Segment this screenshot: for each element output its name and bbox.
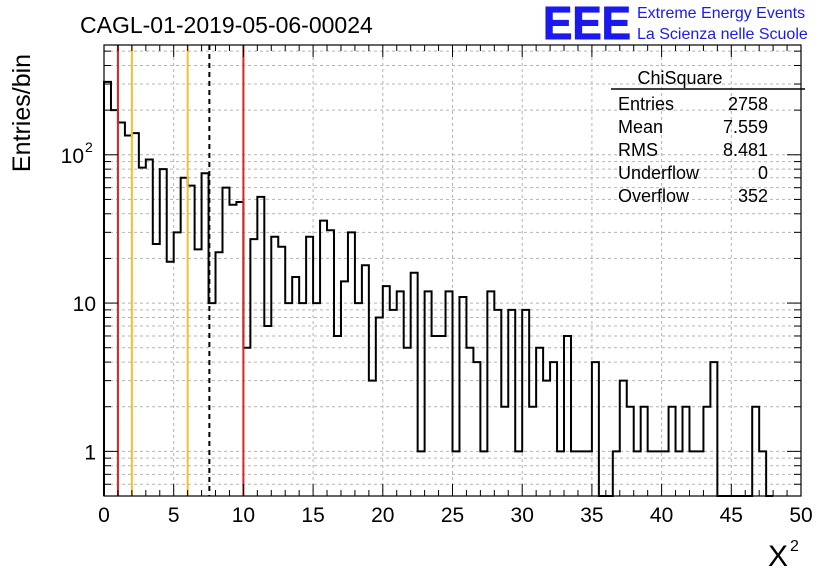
x-axis: 0 5 10 15 20 25 30 35 40 45 50 [98, 45, 813, 527]
x-tick-label: 50 [789, 504, 812, 527]
x-axis-label: X [768, 540, 788, 572]
logo-line1: Extreme Energy Events [637, 5, 805, 22]
stats-label: Entries [618, 94, 674, 114]
x-axis-label-superscript: 2 [790, 538, 799, 555]
x-tick-label: 10 [232, 504, 255, 527]
x-tick-label: 5 [168, 504, 180, 527]
x-tick-label: 0 [98, 504, 110, 527]
stats-box: ChiSquare Entries 2758 Mean 7.559 RMS 8.… [611, 68, 805, 206]
y-tick-label: 10 [73, 293, 96, 316]
y-tick-label: 10 [61, 145, 84, 168]
x-tick-label: 25 [441, 504, 464, 527]
y-tick-label: 1 [84, 441, 96, 464]
x-tick-label: 30 [511, 504, 534, 527]
y-tick-label-exponent: 2 [85, 139, 93, 155]
x-axis-title: X 2 [768, 538, 799, 572]
stats-value: 2758 [728, 94, 768, 114]
stats-value: 352 [738, 186, 768, 206]
eee-logo: EEE Extreme Energy Events La Scienza nel… [543, 0, 808, 50]
histogram [103, 80, 774, 497]
logo-line2: La Scienza nelle Scuole [637, 26, 808, 43]
x-tick-label: 45 [720, 504, 743, 527]
logo-mark: EEE [543, 0, 631, 49]
y-axis-label: Entries/bin [8, 54, 36, 172]
stats-value: 7.559 [723, 117, 768, 137]
stats-label: RMS [618, 140, 658, 160]
stats-box-title: ChiSquare [637, 68, 722, 88]
stats-label: Underflow [618, 163, 700, 183]
histogram-outline [103, 80, 774, 497]
x-tick-label: 20 [371, 504, 394, 527]
reference-lines [116, 45, 245, 496]
stats-label: Overflow [618, 186, 690, 206]
x-tick-label: 35 [580, 504, 603, 527]
stats-value: 8.481 [723, 140, 768, 160]
x-tick-label: 15 [301, 504, 324, 527]
stats-label: Mean [618, 117, 663, 137]
chart-title: CAGL-01-2019-05-06-00024 [80, 12, 373, 38]
x-tick-label: 40 [650, 504, 673, 527]
stats-value: 0 [758, 163, 768, 183]
